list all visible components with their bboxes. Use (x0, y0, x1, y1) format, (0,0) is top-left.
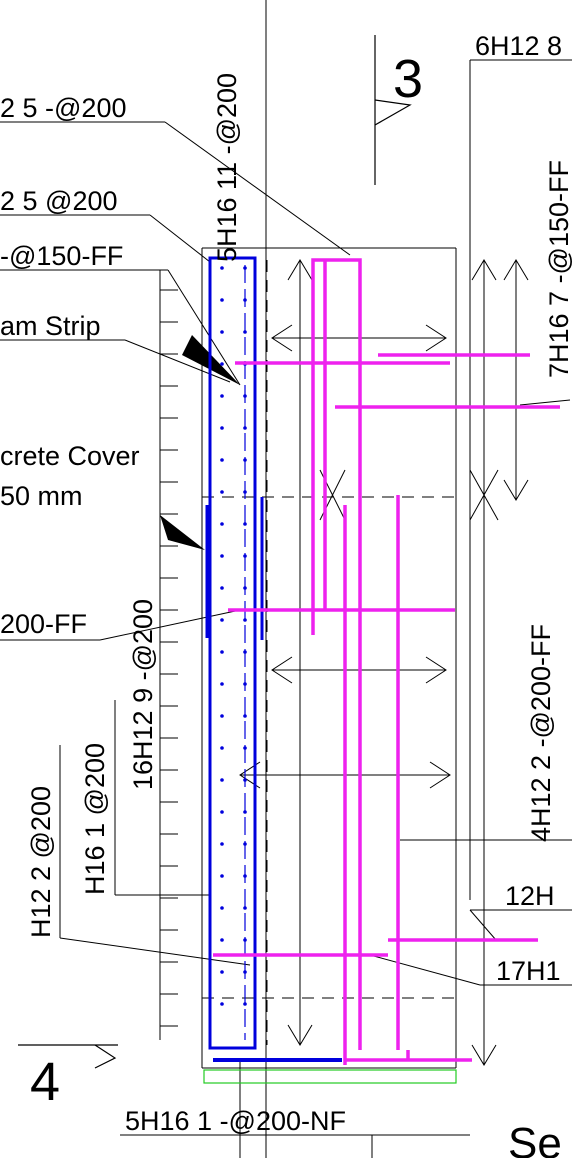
rebar-dot (220, 394, 224, 398)
rebar-dot (243, 874, 247, 878)
leader-lines (0, 121, 572, 1136)
rebar-dot (243, 266, 247, 270)
rebar-dot (243, 522, 247, 526)
label-top-left-1: 2 5 -@200 (0, 93, 126, 123)
rebar-dot (243, 298, 247, 302)
rebar-dot (220, 362, 224, 366)
rebar-dot (243, 714, 247, 718)
rebar-dot (220, 714, 224, 718)
rebar-dot (243, 330, 247, 334)
rebar-dot (243, 842, 247, 846)
leader-arrowheads (160, 335, 240, 550)
label-17h1: 17H1 (496, 956, 561, 986)
rebar-dot (220, 426, 224, 430)
rebar-dot (243, 554, 247, 558)
label-top-left-2: 2 5 @200 (0, 186, 118, 216)
rebar-dot (220, 490, 224, 494)
rebar-dot (220, 266, 224, 270)
label-h12-2: H12 2 @200 (26, 786, 56, 938)
rebar-dot (243, 586, 247, 590)
rebar-dot (243, 938, 247, 942)
section-mark-bottom: 4 (30, 1052, 60, 1112)
cover-line (203, 1069, 457, 1084)
rebar-dot (220, 746, 224, 750)
rebar-dot (243, 458, 247, 462)
label-beam-strip: am Strip (0, 311, 101, 341)
rebar-dot (243, 490, 247, 494)
rebar-dot (220, 522, 224, 526)
label-top-left-3: -@150-FF (0, 241, 123, 271)
rebar-dot (220, 458, 224, 462)
rebar-dot (243, 1002, 247, 1006)
rebar-dot (220, 330, 224, 334)
rebar-dot (220, 906, 224, 910)
label-6h12: 6H12 8 (475, 31, 562, 61)
rebar-dot (220, 650, 224, 654)
rebar-dot (243, 746, 247, 750)
rebar-dot (243, 394, 247, 398)
label-5h16-1: 5H16 1 -@200-NF (125, 1106, 346, 1136)
rebar-dot (220, 298, 224, 302)
magenta-rebar (213, 258, 560, 1065)
label-cover-value: 50 mm (0, 481, 83, 511)
labels: 3 4 2 5 -@200 2 5 @200 -@150-FF am Strip… (0, 31, 572, 1158)
label-12h: 12H (505, 881, 555, 911)
rebar-dot (243, 970, 247, 974)
rebar-dot (243, 650, 247, 654)
label-16h12-9: 16H12 9 -@200 (128, 599, 158, 790)
rebar-dot (220, 618, 224, 622)
rebar-dot (220, 938, 224, 942)
rebar-dot (220, 586, 224, 590)
label-left-ff: 200-FF (0, 609, 87, 639)
rebar-dot (220, 554, 224, 558)
label-bottom-right-partial: Se (508, 1119, 562, 1158)
rebar-dot (220, 842, 224, 846)
section-markers (18, 35, 412, 1069)
rebar-dot (220, 1002, 224, 1006)
rebar-dot (243, 682, 247, 686)
section-mark-top: 3 (393, 49, 423, 109)
dashed-lines (202, 260, 456, 1045)
rebar-dot (220, 682, 224, 686)
rebar-dot (243, 426, 247, 430)
left-ticks (160, 289, 178, 1027)
rebar-dot (220, 778, 224, 782)
rebar-dot (220, 970, 224, 974)
label-concrete-cover: crete Cover (0, 441, 140, 471)
label-h16-1: H16 1 @200 (80, 743, 110, 895)
grid-lines (159, 0, 572, 1158)
label-7h16-7: 7H16 7 -@150-FF (544, 160, 572, 378)
label-5h16-11: 5H16 11 -@200 (212, 73, 242, 262)
rebar-dot (243, 618, 247, 622)
rebar-dot (243, 906, 247, 910)
label-4h12-2: 4H12 2 -@200-FF (526, 624, 556, 842)
rebar-dot (220, 874, 224, 878)
rebar-dot (220, 810, 224, 814)
rebar-dot (243, 810, 247, 814)
rebar-dot (243, 778, 247, 782)
blue-rebar-dots (220, 266, 247, 1006)
dimension-arrows (239, 259, 529, 1066)
